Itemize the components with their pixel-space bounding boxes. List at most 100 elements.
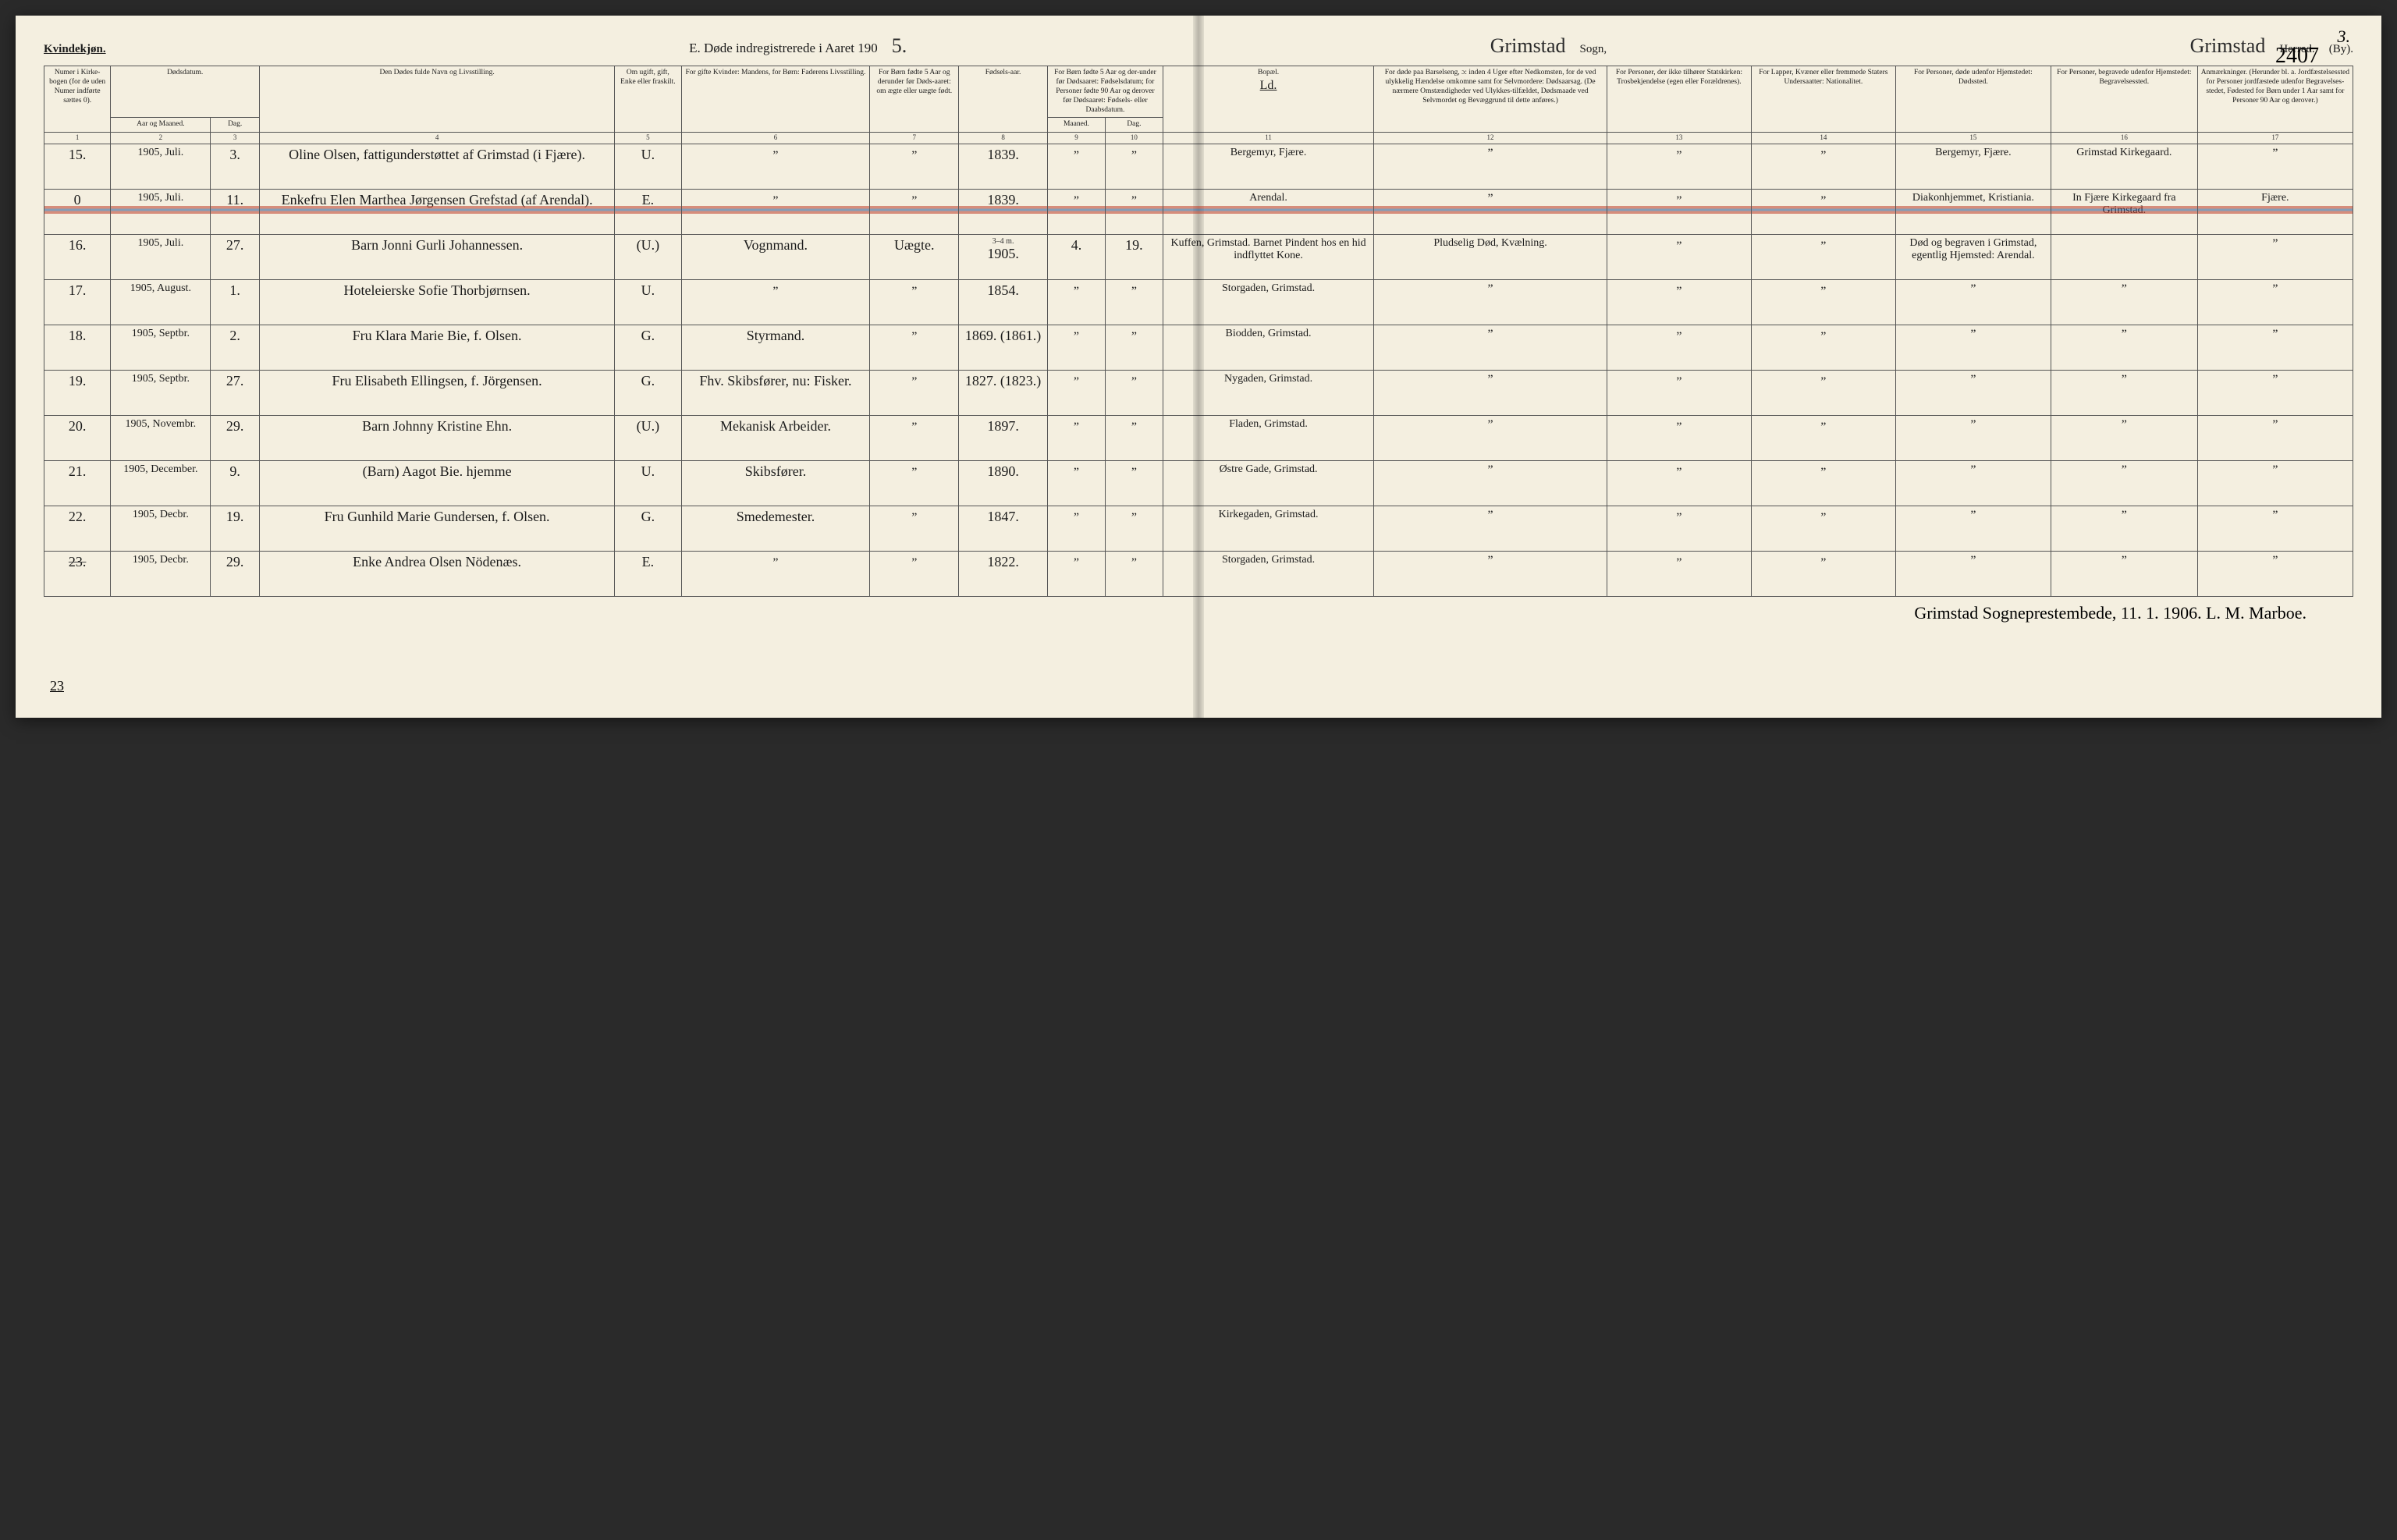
cell-birth-day: ” bbox=[1105, 460, 1163, 506]
cell-nationality: ” bbox=[1751, 325, 1895, 370]
cell-num: 18. bbox=[44, 325, 111, 370]
cell-birthyear: 1839. bbox=[959, 144, 1048, 189]
cell-birthyear: 1869. (1861.) bbox=[959, 325, 1048, 370]
cell-residence: Storgaden, Grimstad. bbox=[1163, 279, 1373, 325]
cell-cause: ” bbox=[1374, 144, 1607, 189]
cell-legitimacy: ” bbox=[870, 144, 959, 189]
col-11-header-text: Bopæl. bbox=[1167, 69, 1370, 78]
cell-year-month: 1905, August. bbox=[111, 279, 211, 325]
sogn-label: Sogn, bbox=[1580, 43, 1607, 56]
cell-name: Barn Jonni Gurli Johannessen. bbox=[259, 234, 614, 279]
column-number: 17 bbox=[2197, 133, 2353, 144]
cell-birth-month: 4. bbox=[1047, 234, 1105, 279]
cell-residence: Østre Gade, Grimstad. bbox=[1163, 460, 1373, 506]
column-number: 1 bbox=[44, 133, 111, 144]
cell-num: 17. bbox=[44, 279, 111, 325]
cell-burialplace: Grimstad Kirkegaard. bbox=[2051, 144, 2197, 189]
column-number: 3 bbox=[211, 133, 260, 144]
table-row: 20.1905, Novembr.29.Barn Johnny Kristine… bbox=[44, 415, 2353, 460]
cell-birthyear: 1822. bbox=[959, 551, 1048, 596]
col-13-header: For Personer, der ikke tilhører Statskir… bbox=[1607, 66, 1751, 133]
cell-birth-month: ” bbox=[1047, 370, 1105, 415]
cell-remarks: ” bbox=[2197, 370, 2353, 415]
cell-num: 0 bbox=[44, 189, 111, 234]
cell-birthyear: 1854. bbox=[959, 279, 1048, 325]
death-register-table: Numer i Kirke-bogen (for de uden Numer i… bbox=[44, 66, 2353, 597]
page-number-printed: 3. bbox=[2338, 27, 2351, 47]
col-7-header: For Børn fødte 5 Aar og derunder før Død… bbox=[870, 66, 959, 133]
column-number: 5 bbox=[615, 133, 681, 144]
cell-name: Fru Klara Marie Bie, f. Olsen. bbox=[259, 325, 614, 370]
table-body: 15.1905, Juli.3.Oline Olsen, fattigunder… bbox=[44, 144, 2353, 596]
cell-name: Enke Andrea Olsen Nödenæs. bbox=[259, 551, 614, 596]
column-number-row: 1234567891011121314151617 bbox=[44, 133, 2353, 144]
cell-birthyear: 1897. bbox=[959, 415, 1048, 460]
cell-occupation: ” bbox=[681, 551, 870, 596]
cell-day: 1. bbox=[211, 279, 260, 325]
cell-birth-month: ” bbox=[1047, 415, 1105, 460]
col-2-top-header: Dødsdatum. bbox=[111, 66, 260, 118]
cell-year-month: 1905, Decbr. bbox=[111, 506, 211, 551]
cell-faith: ” bbox=[1607, 370, 1751, 415]
cell-occupation: Fhv. Skibsfører, nu: Fisker. bbox=[681, 370, 870, 415]
footer-margin-number: 23 bbox=[50, 678, 64, 694]
col-8-header: Fødsels-aar. bbox=[959, 66, 1048, 133]
cell-birth-month: ” bbox=[1047, 460, 1105, 506]
cell-burialplace: In Fjære Kirkegaard fra Grimstad. bbox=[2051, 189, 2197, 234]
footer-signature: Grimstad Sogneprestembede, 11. 1. 1906. … bbox=[44, 603, 2353, 623]
cell-birth-month: ” bbox=[1047, 144, 1105, 189]
cell-status: U. bbox=[615, 279, 681, 325]
table-row: 16.1905, Juli.27.Barn Jonni Gurli Johann… bbox=[44, 234, 2353, 279]
col-5-header: Om ugift, gift, Enke eller fraskilt. bbox=[615, 66, 681, 133]
cell-faith: ” bbox=[1607, 189, 1751, 234]
cell-remarks: ” bbox=[2197, 415, 2353, 460]
column-number: 12 bbox=[1374, 133, 1607, 144]
cell-deathplace: ” bbox=[1895, 370, 2051, 415]
cell-day: 29. bbox=[211, 551, 260, 596]
cell-remarks: ” bbox=[2197, 506, 2353, 551]
cell-day: 27. bbox=[211, 234, 260, 279]
cell-nationality: ” bbox=[1751, 415, 1895, 460]
cell-day: 3. bbox=[211, 144, 260, 189]
cell-num: 23. bbox=[44, 551, 111, 596]
cell-num: 20. bbox=[44, 415, 111, 460]
cell-day: 11. bbox=[211, 189, 260, 234]
cell-birth-day: ” bbox=[1105, 325, 1163, 370]
cell-residence: Biodden, Grimstad. bbox=[1163, 325, 1373, 370]
cell-birth-month: ” bbox=[1047, 189, 1105, 234]
col-2b-header: Dag. bbox=[211, 118, 260, 133]
cell-burialplace: ” bbox=[2051, 551, 2197, 596]
table-head: Numer i Kirke-bogen (for de uden Numer i… bbox=[44, 66, 2353, 144]
table-row: 23.1905, Decbr.29.Enke Andrea Olsen Nöde… bbox=[44, 551, 2353, 596]
cell-residence: Bergemyr, Fjære. bbox=[1163, 144, 1373, 189]
cell-day: 29. bbox=[211, 415, 260, 460]
cell-year-month: 1905, Juli. bbox=[111, 144, 211, 189]
cell-birth-day: ” bbox=[1105, 189, 1163, 234]
cell-deathplace: ” bbox=[1895, 415, 2051, 460]
cell-residence: Kuffen, Grimstad. Barnet Pindent hos en … bbox=[1163, 234, 1373, 279]
cell-cause: ” bbox=[1374, 189, 1607, 234]
cell-faith: ” bbox=[1607, 415, 1751, 460]
cell-deathplace: Bergemyr, Fjære. bbox=[1895, 144, 2051, 189]
cell-burialplace: ” bbox=[2051, 370, 2197, 415]
cell-status: U. bbox=[615, 144, 681, 189]
cell-residence: Kirkegaden, Grimstad. bbox=[1163, 506, 1373, 551]
sogn-name: Grimstad bbox=[1490, 34, 1566, 58]
cell-cause: ” bbox=[1374, 460, 1607, 506]
cell-nationality: ” bbox=[1751, 144, 1895, 189]
cell-remarks: ” bbox=[2197, 279, 2353, 325]
cell-burialplace: ” bbox=[2051, 415, 2197, 460]
cell-remarks: ” bbox=[2197, 551, 2353, 596]
cell-year-month: 1905, Juli. bbox=[111, 234, 211, 279]
cell-birth-day: ” bbox=[1105, 144, 1163, 189]
column-number: 7 bbox=[870, 133, 959, 144]
col-11-header: Bopæl. Ld. bbox=[1163, 66, 1373, 133]
cell-legitimacy: ” bbox=[870, 279, 959, 325]
cell-cause: ” bbox=[1374, 415, 1607, 460]
ledger-page: 3. 2407 Kvindekjøn. E. Døde indregistrer… bbox=[16, 16, 2381, 718]
cell-faith: ” bbox=[1607, 279, 1751, 325]
cell-remarks: ” bbox=[2197, 234, 2353, 279]
cell-day: 27. bbox=[211, 370, 260, 415]
cell-birthyear: 3–4 m.1905. bbox=[959, 234, 1048, 279]
cell-legitimacy: ” bbox=[870, 551, 959, 596]
